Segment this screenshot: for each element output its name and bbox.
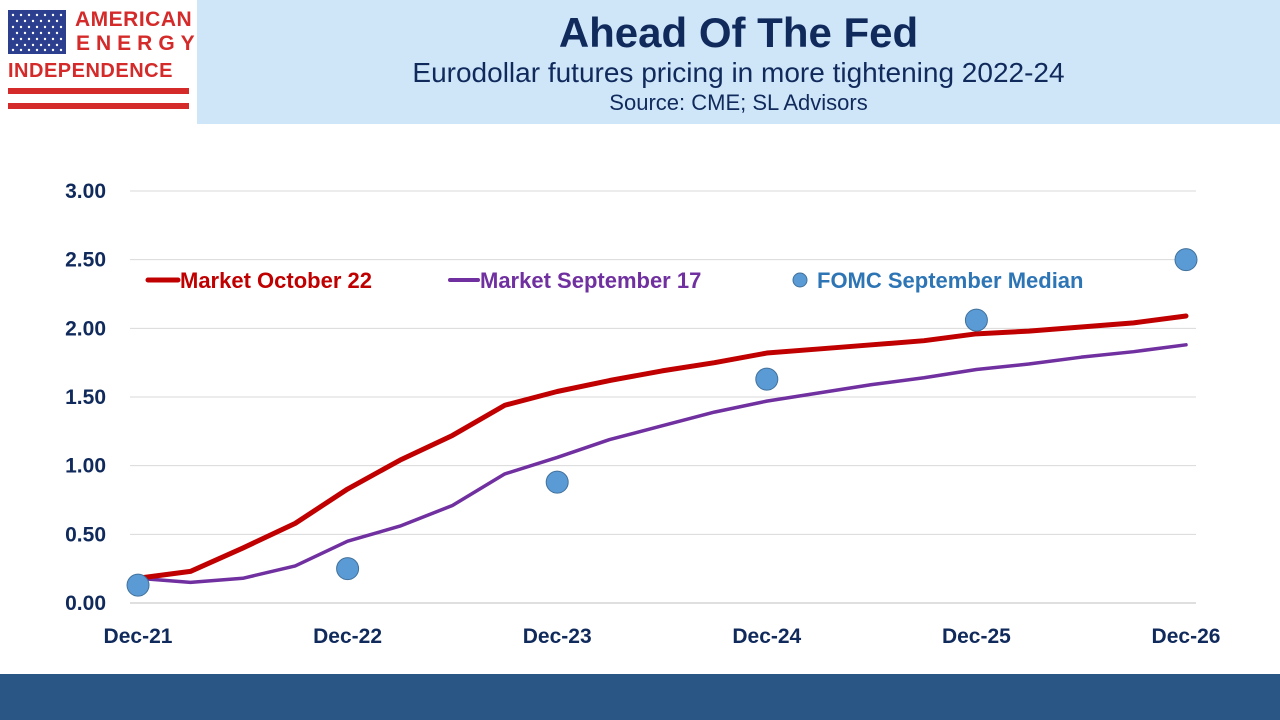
fomc-median-point [1174, 248, 1198, 272]
legend-item-fomc-september-median: FOMC September Median [792, 268, 1083, 293]
header-banner [0, 0, 1280, 124]
plot-area [126, 248, 1198, 597]
x-tick-label: Dec-21 [104, 625, 173, 648]
fomc-median-point [545, 470, 569, 494]
legend-label: Market October 22 [180, 268, 372, 293]
legend-swatch [792, 272, 808, 288]
x-tick-label: Dec-26 [1152, 625, 1221, 648]
footer-bar [0, 674, 1280, 720]
gridlines [130, 190, 1196, 604]
page-title: Ahead Of The Fed [558, 9, 919, 56]
y-tick-label: 1.50 [65, 386, 106, 409]
y-tick-label: 0.00 [65, 592, 106, 615]
y-axis: 0.00 0.50 1.00 1.50 2.00 2.50 3.00 [65, 180, 106, 615]
legend-item-market-october-22: Market October 22 [145, 268, 372, 293]
fomc-median-point [336, 557, 360, 581]
legend-label: Market September 17 [480, 268, 701, 293]
fomc-median-point [126, 573, 150, 597]
x-tick-label: Dec-24 [732, 625, 801, 648]
y-tick-label: 1.00 [65, 455, 106, 478]
x-axis: Dec-21 Dec-22 Dec-23 Dec-24 Dec-25 Dec-26 [104, 625, 1221, 648]
us-flag-icon [8, 10, 66, 54]
logo-stripe [8, 88, 189, 94]
logo: AMERICAN ENERGY INDEPENDENCE [0, 0, 197, 124]
fomc-median-point [755, 367, 779, 391]
logo-text-american: AMERICAN [75, 8, 193, 31]
page-subtitle: Eurodollar futures pricing in more tight… [412, 57, 1065, 88]
logo-text-energy: ENERGY [76, 32, 201, 55]
legend-label: FOMC September Median [817, 268, 1083, 293]
y-tick-label: 3.00 [65, 180, 106, 203]
chart: 0.000.501.001.502.002.503.00 Dec-21 Dec-2… [65, 180, 1221, 648]
x-tick-label: Dec-22 [313, 625, 382, 648]
source-note: Source: CME; SL Advisors [609, 90, 868, 115]
logo-stripe [8, 103, 189, 109]
logo-text-independence: INDEPENDENCE [8, 60, 173, 82]
legend: Market October 22 Market September 17 FO… [145, 268, 1083, 293]
y-tick-label: 2.50 [65, 249, 106, 272]
y-tick-label: 2.00 [65, 317, 106, 340]
series-line-market-october-22 [135, 313, 1189, 581]
x-tick-label: Dec-23 [523, 625, 592, 648]
series-line-market-september-17 [136, 343, 1188, 585]
x-tick-label: Dec-25 [942, 625, 1011, 648]
legend-item-market-september-17: Market September 17 [448, 268, 701, 293]
y-tick-label: 0.50 [65, 523, 106, 546]
fomc-median-point [964, 308, 988, 332]
